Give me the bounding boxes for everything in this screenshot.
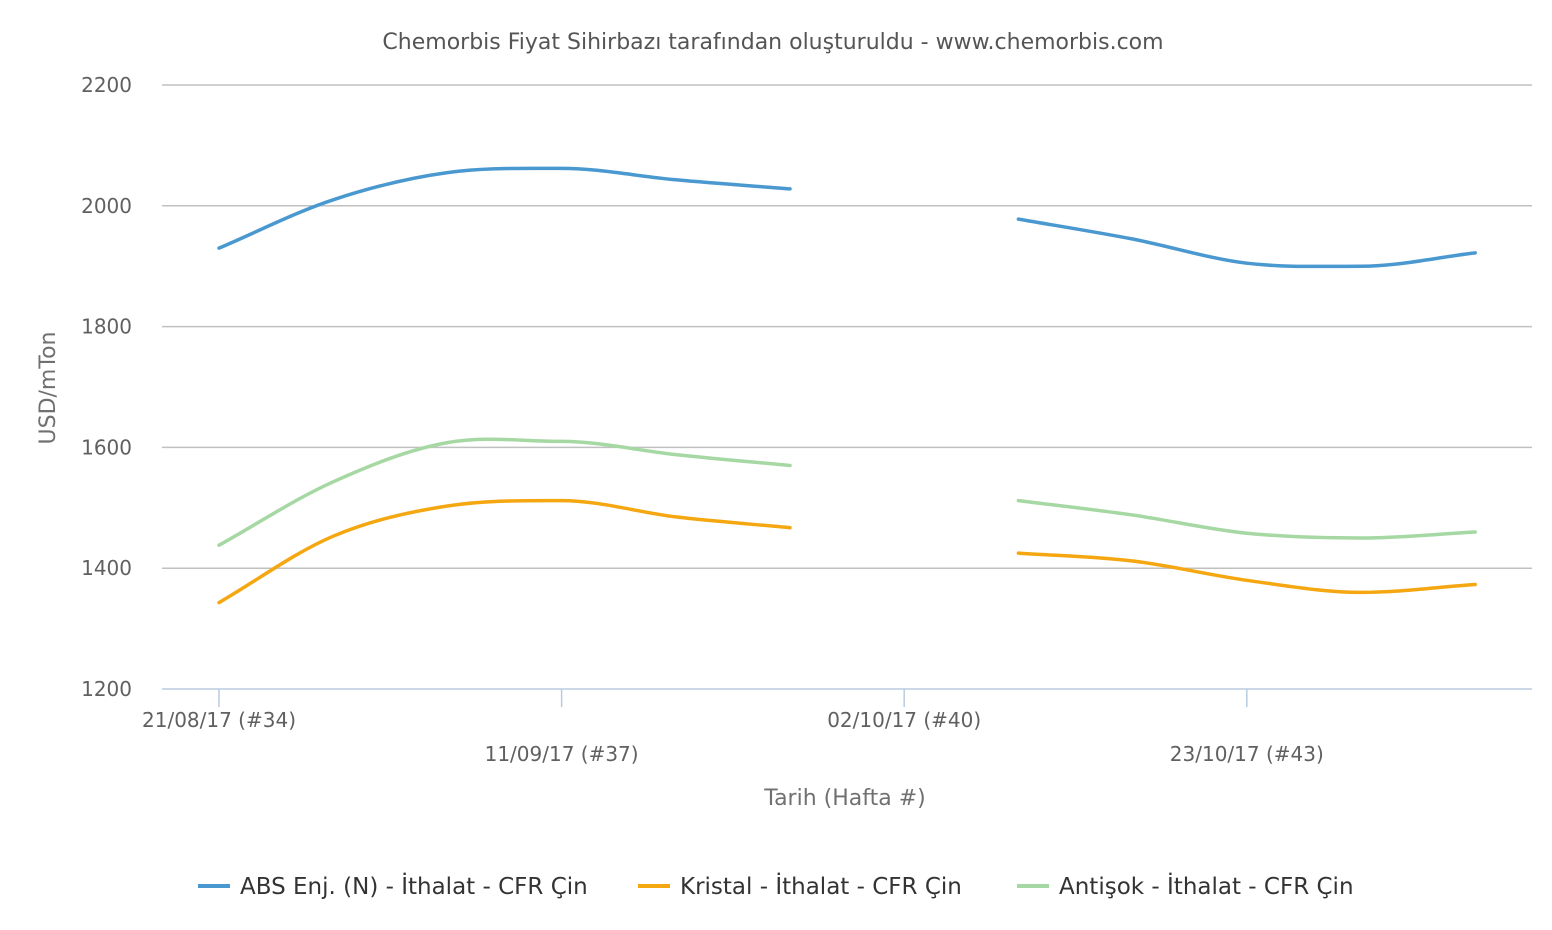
y-axis-title: USD/mTon: [36, 332, 61, 445]
x-tick-label-34: 21/08/17 (#34): [142, 708, 296, 732]
y-tick-label-1800: 1800: [81, 315, 132, 339]
series-2-line-segment-2: [1016, 551, 1477, 595]
y-tick-label-1400: 1400: [81, 556, 132, 580]
legend-label-3: Antişok - İthalat - CFR Çin: [1059, 872, 1354, 900]
x-tick-label-43: 23/10/17 (#43): [1170, 742, 1324, 766]
y-tick-label-1600: 1600: [81, 435, 132, 459]
series-3-line-segment-2: [1016, 498, 1477, 540]
y-tick-label-1200: 1200: [81, 677, 132, 701]
y-tick-label-2000: 2000: [81, 194, 132, 218]
x-tick-label-40: 02/10/17 (#40): [827, 708, 981, 732]
x-axis-title: Tarih (Hafta #): [763, 786, 925, 811]
legend: ABS Enj. (N) - İthalat - CFR Çin Kristal …: [198, 872, 1354, 900]
gridlines: [162, 84, 1532, 569]
x-axis-ticks: 21/08/17 (#34) 11/09/17 (#37) 02/10/17 (#4…: [142, 689, 1324, 766]
legend-label-2: Kristal - İthalat - CFR Çin: [680, 872, 962, 900]
y-axis-tick-labels: 1200 1400 1600 1800 2000 2200: [81, 73, 132, 701]
series-lines: [217, 166, 1477, 605]
series-3-line-segment-1: [217, 437, 792, 547]
series-1-line-segment-1: [217, 166, 792, 250]
series-2-line-segment-1: [217, 498, 792, 605]
chart-title: Chemorbis Fiyat Sihirbazı tarafından olu…: [382, 30, 1163, 55]
x-tick-label-37: 11/09/17 (#37): [485, 742, 639, 766]
series-1-line-segment-2: [1016, 217, 1477, 269]
legend-label-1: ABS Enj. (N) - İthalat - CFR Çin: [240, 872, 588, 900]
y-tick-label-2200: 2200: [81, 73, 132, 97]
